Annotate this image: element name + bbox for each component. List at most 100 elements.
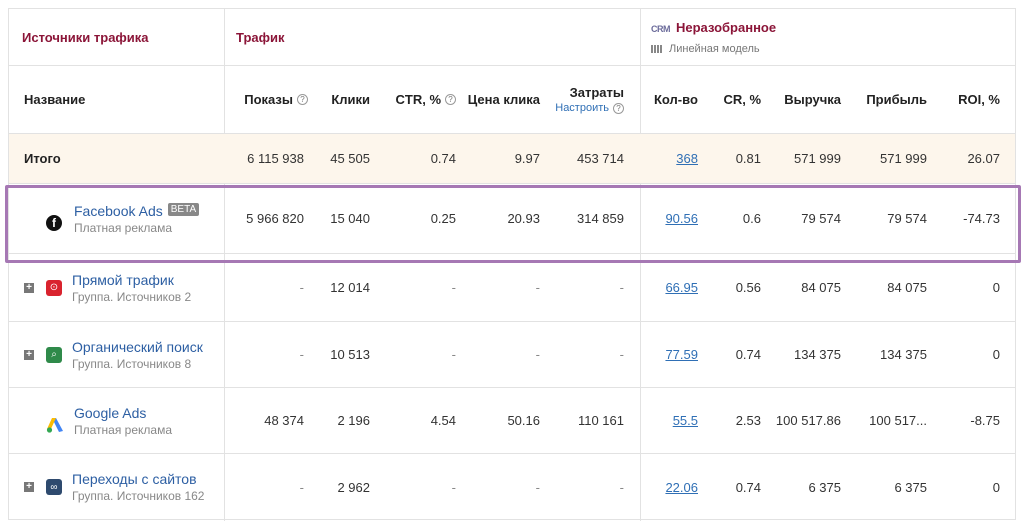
cell-shows: - — [299, 280, 304, 295]
cell-profit: 6 375 — [894, 479, 927, 495]
cell-profit: 79 574 — [887, 211, 927, 226]
source-subtitle: Платная реклама — [74, 422, 172, 437]
cell-roi: 0 — [992, 479, 1000, 495]
plus-icon[interactable]: + — [24, 482, 34, 492]
source-name[interactable]: Прямой трафик — [72, 271, 174, 288]
cell-count[interactable]: 22.06 — [665, 479, 698, 495]
cell-cpc: - — [535, 347, 540, 362]
group-unsorted-title: Неразобранное — [676, 19, 777, 35]
cell-ctr: - — [451, 280, 456, 295]
total-roi: 26.07 — [967, 151, 1000, 166]
total-label: Итого — [24, 151, 61, 166]
header-roi[interactable]: ROI, % — [958, 92, 1000, 107]
source-subtitle: Платная реклама — [74, 220, 172, 235]
attribution-model[interactable]: Линейная модель — [669, 42, 760, 55]
cell-roi: 0 — [992, 347, 1000, 362]
google-ads-icon — [46, 417, 63, 433]
cell-profit: 84 075 — [887, 280, 927, 295]
total-costs: 453 714 — [577, 151, 624, 166]
plus-icon[interactable]: + — [24, 349, 34, 360]
cell-cpc: 20.93 — [507, 211, 540, 226]
header-profit[interactable]: Прибыль — [866, 92, 927, 107]
cell-cpc: - — [535, 479, 540, 495]
cell-shows: - — [299, 479, 304, 495]
cell-cpc: - — [535, 280, 540, 295]
direct-traffic-icon: ⊙ — [46, 279, 62, 296]
cell-costs: - — [619, 280, 624, 295]
column-divider — [224, 9, 225, 521]
total-cr: 0.81 — [735, 151, 761, 166]
cell-ctr: 4.54 — [430, 413, 456, 428]
table-row[interactable]: Google Ads Платная реклама 48 374 2 196 … — [9, 388, 1015, 454]
group-sources-title: Источники трафика — [22, 29, 149, 45]
source-name[interactable]: Google Ads — [74, 404, 147, 421]
facebook-icon: f — [46, 214, 62, 231]
cell-costs: - — [619, 479, 624, 495]
source-name[interactable]: Facebook Ads — [74, 202, 163, 219]
source-name[interactable]: Переходы с сайтов — [72, 471, 197, 487]
total-shows: 6 115 938 — [247, 151, 304, 166]
header-ctr[interactable]: CTR, %? — [370, 66, 456, 133]
cell-revenue: 6 375 — [808, 479, 841, 495]
cell-shows: 48 374 — [264, 413, 304, 428]
header-clicks[interactable]: Клики — [331, 92, 370, 107]
group-unsorted: CRM Неразобранное Линейная модель — [651, 9, 776, 65]
link-icon: ∞ — [46, 479, 62, 495]
cell-cr: 2.53 — [735, 413, 761, 428]
cell-ctr: - — [451, 347, 456, 362]
cell-cpc: 50.16 — [507, 413, 540, 428]
header-costs[interactable]: Затраты Настроить? — [555, 85, 624, 114]
total-count[interactable]: 368 — [676, 151, 698, 166]
cell-revenue: 79 574 — [801, 211, 841, 226]
total-revenue: 571 999 — [794, 151, 841, 166]
header-cr[interactable]: CR, % — [723, 92, 761, 107]
plus-icon[interactable]: + — [24, 282, 34, 293]
crm-icon: CRM — [651, 23, 671, 34]
cell-cr: 0.74 — [735, 347, 761, 362]
cell-clicks: 12 014 — [330, 280, 370, 295]
cell-roi: -74.73 — [963, 211, 1000, 226]
column-header-row: Название Показы? Клики CTR, %? Цена клик… — [9, 66, 1015, 134]
cell-costs: - — [619, 347, 624, 362]
group-traffic-title: Трафик — [236, 29, 285, 45]
header-shows[interactable]: Показы? — [224, 66, 308, 133]
cell-count[interactable]: 77.59 — [665, 347, 698, 362]
table-row[interactable]: + ⊙ Прямой трафик Группа. Источников 2 -… — [9, 254, 1015, 322]
header-name[interactable]: Название — [24, 92, 86, 107]
cell-count[interactable]: 90.56 — [665, 211, 698, 226]
header-revenue[interactable]: Выручка — [784, 92, 841, 107]
help-icon[interactable]: ? — [613, 102, 624, 114]
help-icon[interactable]: ? — [445, 94, 456, 105]
cell-revenue: 100 517.86 — [775, 413, 841, 428]
cell-shows: 5 966 820 — [246, 211, 304, 226]
source-cell: + ⊙ Прямой трафик Группа. Источников 2 — [24, 254, 191, 321]
costs-setup-link[interactable]: Настроить — [555, 102, 609, 114]
cell-clicks: 10 513 — [330, 347, 370, 362]
cell-ctr: 0.25 — [430, 211, 456, 226]
header-count[interactable]: Кол-во — [654, 92, 698, 107]
help-icon[interactable]: ? — [297, 94, 308, 105]
beta-badge: BETA — [167, 202, 200, 216]
source-subtitle: Группа. Источников 2 — [72, 289, 192, 304]
header-cpc[interactable]: Цена клика — [467, 92, 540, 107]
cell-revenue: 134 375 — [794, 347, 841, 362]
traffic-table: Источники трафика Трафик CRM Неразобранно… — [8, 8, 1016, 521]
column-divider — [640, 9, 641, 521]
cell-cr: 0.74 — [735, 479, 761, 495]
cell-count[interactable]: 55.5 — [672, 413, 698, 428]
source-cell: + ∞ Переходы с сайтов Группа. Источников… — [24, 454, 204, 520]
total-cpc: 9.97 — [514, 151, 540, 166]
cell-revenue: 84 075 — [801, 280, 841, 295]
source-cell: + ⌕ Органический поиск Группа. Источнико… — [24, 322, 203, 387]
cell-profit: 134 375 — [880, 347, 927, 362]
cell-clicks: 2 962 — [337, 479, 370, 495]
total-row: Итого 6 115 938 45 505 0.74 9.97 453 714… — [9, 134, 1015, 184]
table-row[interactable]: + ⌕ Органический поиск Группа. Источнико… — [9, 322, 1015, 388]
source-subtitle: Группа. Источников 8 — [72, 356, 192, 371]
table-row[interactable]: + ∞ Переходы с сайтов Группа. Источников… — [9, 454, 1015, 520]
cell-count[interactable]: 66.95 — [665, 280, 698, 295]
table-row[interactable]: f Facebook Ads BETA Платная реклама 5 966… — [9, 184, 1015, 254]
source-name[interactable]: Органический поиск — [72, 338, 203, 355]
total-profit: 571 999 — [880, 151, 927, 166]
search-icon: ⌕ — [46, 346, 62, 363]
